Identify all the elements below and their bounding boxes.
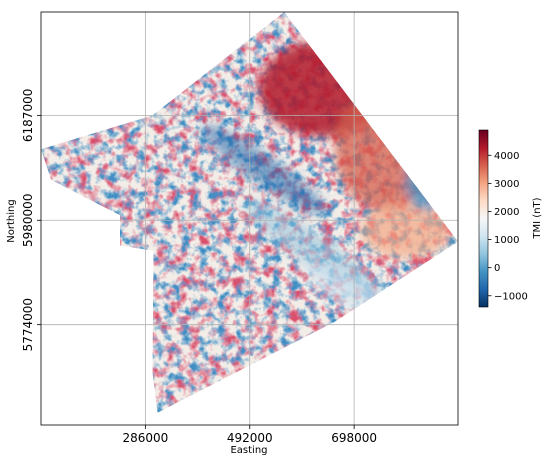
y-tick-label: 5980000: [21, 194, 35, 247]
x-axis-label: Easting: [230, 445, 267, 456]
x-axis-ticks: 286000 492000 698000: [122, 425, 377, 445]
anomaly-zone: [201, 124, 327, 215]
grid-lines: [41, 12, 458, 425]
x-tick-label: 492000: [227, 431, 273, 445]
y-axis-label: Northing: [6, 199, 17, 242]
anomaly-zone: [360, 202, 452, 259]
colorbar-tick-label: 3000: [494, 179, 519, 190]
colorbar: −1000 0 1000 2000 3000 4000 TMI (nT): [478, 129, 543, 308]
colorbar-tick-label: 4000: [494, 151, 519, 162]
colorbar-ticks: −1000 0 1000 2000 3000 4000: [488, 151, 528, 302]
colorbar-label: TMI (nT): [532, 197, 543, 239]
y-tick-label: 6187000: [21, 89, 35, 142]
colorbar-tick-label: 0: [494, 263, 500, 274]
y-axis-ticks: 5774000 5980000 6187000: [21, 89, 41, 351]
x-tick-label: 286000: [122, 431, 168, 445]
colorbar-gradient: [478, 129, 489, 308]
colorbar-tick-label: 1000: [494, 235, 519, 246]
anomaly-zone: [243, 199, 386, 302]
y-tick-label: 5774000: [21, 298, 35, 351]
colorbar-tick-label: −1000: [494, 291, 528, 302]
colorbar-tick-label: 2000: [494, 207, 519, 218]
x-tick-label: 698000: [331, 431, 377, 445]
